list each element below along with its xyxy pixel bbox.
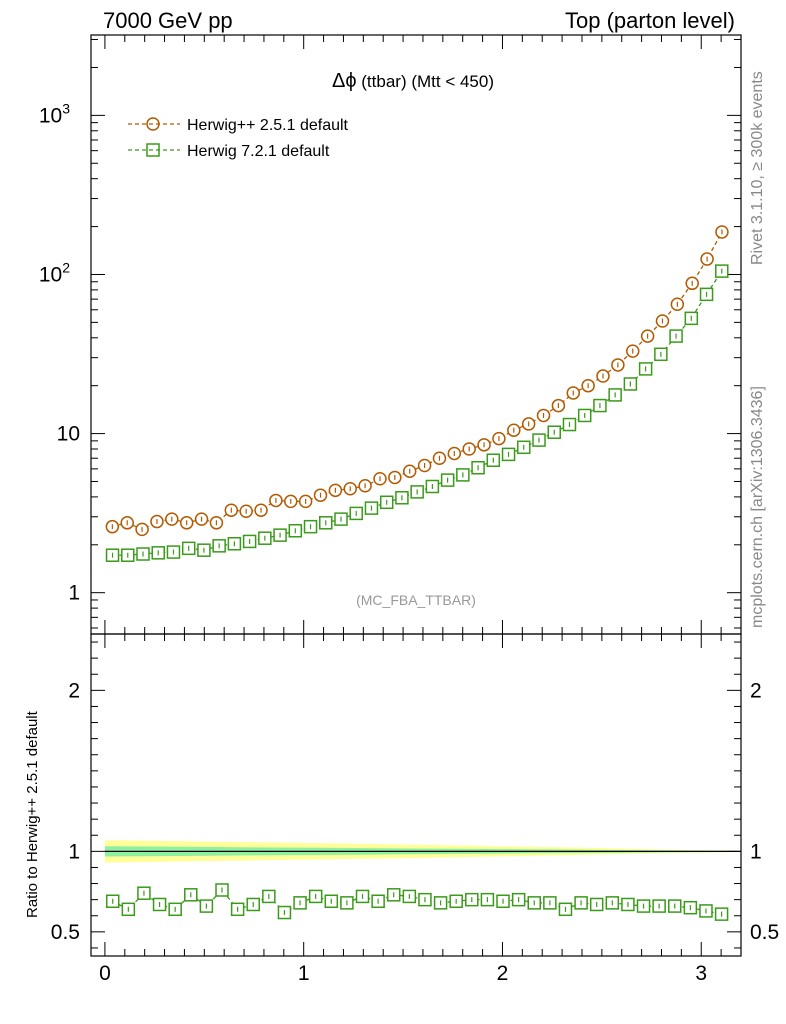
ratio-uncertainty-band [104, 840, 741, 863]
legend-marker-circle [146, 117, 160, 131]
legend-marker-square [146, 143, 160, 157]
header-left: 7000 GeV pp [103, 8, 233, 33]
ratio-axis-ticks [91, 634, 742, 956]
ratio-y-tick-label-left: 0.5 [51, 921, 80, 944]
ratio-y-tick-labels: 0.5 0.5 1 1 2 2 [51, 679, 779, 944]
series-line-herwig7 [112, 270, 723, 556]
main-y-tick-labels: 1 10 102 103 [39, 100, 80, 604]
ratio-x-tick-label: 1 [298, 962, 310, 985]
main-y-tick-label: 10 [57, 423, 80, 446]
ratio-x-tick-label: 3 [695, 962, 707, 985]
legend: Herwig++ 2.5.1 default Herwig 7.2.1 defa… [128, 117, 349, 160]
header-right: Top (parton level) [565, 8, 735, 33]
main-y-tick-label: 102 [39, 259, 70, 286]
chart-title: Δϕ (ttbar) (Mtt < 450) [332, 70, 494, 92]
legend-label-herwig7: Herwig 7.2.1 default [187, 143, 330, 160]
main-axis-ticks [91, 35, 742, 634]
legend-label-herwigpp: Herwig++ 2.5.1 default [187, 117, 349, 134]
legend-entry-herwig7: Herwig 7.2.1 default [128, 143, 330, 160]
ratio-panel: 0.5 0.5 1 1 2 2 0 1 2 3 Ratio to Herwig++ 2.5.1 … [24, 633, 779, 985]
ratio-x-tick-labels: 0 1 2 3 [99, 962, 707, 985]
ratio-y-tick-label-right: 1 [750, 840, 762, 863]
ratio-series-markers [105, 883, 729, 921]
analysis-watermark: (MC_FBA_TTBAR) [356, 592, 476, 608]
main-y-tick-label: 103 [39, 100, 70, 127]
ratio-y-axis-label: Ratio to Herwig++ 2.5.1 default [24, 710, 41, 918]
main-series-markers [105, 225, 729, 562]
ratio-line-herwig7 [112, 889, 722, 915]
ratio-y-tick-label-right: 0.5 [750, 921, 779, 944]
main-panel: 1 10 102 103 Δϕ (ttbar) (Mtt < 450) (MC_FBA… [39, 34, 742, 635]
chart-title-rest: (ttbar) (Mtt < 450) [357, 72, 494, 91]
main-series-lines [112, 231, 723, 556]
main-y-tick-label: 1 [68, 582, 80, 605]
chart-title-symbol: Δϕ [332, 70, 357, 92]
ratio-series-line [112, 889, 722, 915]
ratio-y-tick-label-left: 1 [68, 840, 80, 863]
ratio-x-tick-label: 2 [497, 962, 509, 985]
ratio-x-tick-label: 0 [99, 962, 111, 985]
ratio-frame [90, 633, 742, 957]
ratio-y-tick-label-right: 2 [750, 679, 762, 702]
legend-entry-herwigpp: Herwig++ 2.5.1 default [128, 117, 349, 134]
ratio-y-tick-label-left: 2 [68, 679, 80, 702]
mcplots-label: mcplots.cern.ch [arXiv:1306.3436] [749, 386, 766, 628]
rivet-label: Rivet 3.1.10, ≥ 300k events [749, 71, 766, 265]
